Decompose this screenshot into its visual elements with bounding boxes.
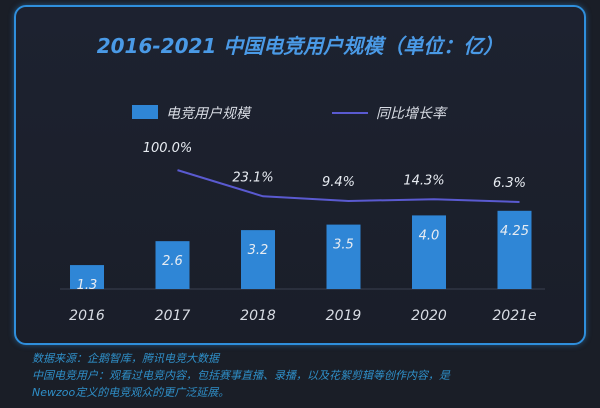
bar-2018 bbox=[241, 230, 275, 289]
x-tick-label: 2016 bbox=[69, 308, 105, 324]
footnote-source: 数据来源：企鹅智库，腾讯电竞大数据 bbox=[32, 352, 219, 365]
legend-bar-label: 电竞用户规模 bbox=[166, 106, 252, 122]
bar-value-label: 4.0 bbox=[419, 228, 440, 243]
rate-label: 100.0% bbox=[143, 141, 193, 156]
legend-bar-swatch bbox=[132, 105, 158, 119]
footnote-definition: 中国电竞用户：观看过电竞内容，包括赛事直播、录播，以及花絮剪辑等创作内容，是 bbox=[32, 369, 450, 382]
chart-panel bbox=[14, 5, 586, 345]
x-tick-label: 2019 bbox=[326, 308, 362, 324]
rate-label: 6.3% bbox=[493, 176, 526, 191]
bar-2016 bbox=[70, 265, 104, 289]
bar-value-label: 3.5 bbox=[333, 238, 354, 253]
bar-value-label: 3.2 bbox=[248, 243, 269, 258]
rate-label: 9.4% bbox=[322, 175, 355, 190]
bar-2019 bbox=[326, 224, 361, 289]
bar-2017 bbox=[155, 241, 190, 289]
rate-label: 23.1% bbox=[232, 170, 273, 185]
bar-value-label: 4.25 bbox=[500, 224, 529, 239]
rate-line bbox=[177, 169, 520, 203]
footnotes: 数据来源：企鹅智库，腾讯电竞大数据 中国电竞用户：观看过电竞内容，包括赛事直播、… bbox=[32, 350, 450, 401]
legend: 电竞用户规模 同比增长率 bbox=[132, 105, 448, 122]
x-tick-label: 2021e bbox=[492, 308, 536, 324]
x-tick-label: 2020 bbox=[411, 308, 447, 324]
chart-title: 2016-2021 中国电竞用户规模（单位：亿） bbox=[96, 34, 504, 58]
bar-value-label: 1.3 bbox=[77, 278, 98, 293]
legend-line-label: 同比增长率 bbox=[376, 106, 448, 122]
bar-2020 bbox=[412, 215, 446, 289]
x-tick-label: 2017 bbox=[155, 308, 191, 324]
rate-label: 14.3% bbox=[403, 173, 444, 188]
x-tick-label: 2018 bbox=[240, 308, 276, 324]
footnote-definition-cont: Newzoo定义的电竞观众的更广泛延展。 bbox=[32, 386, 230, 399]
bar-2021e bbox=[497, 210, 532, 289]
bar-value-label: 2.6 bbox=[162, 254, 183, 269]
